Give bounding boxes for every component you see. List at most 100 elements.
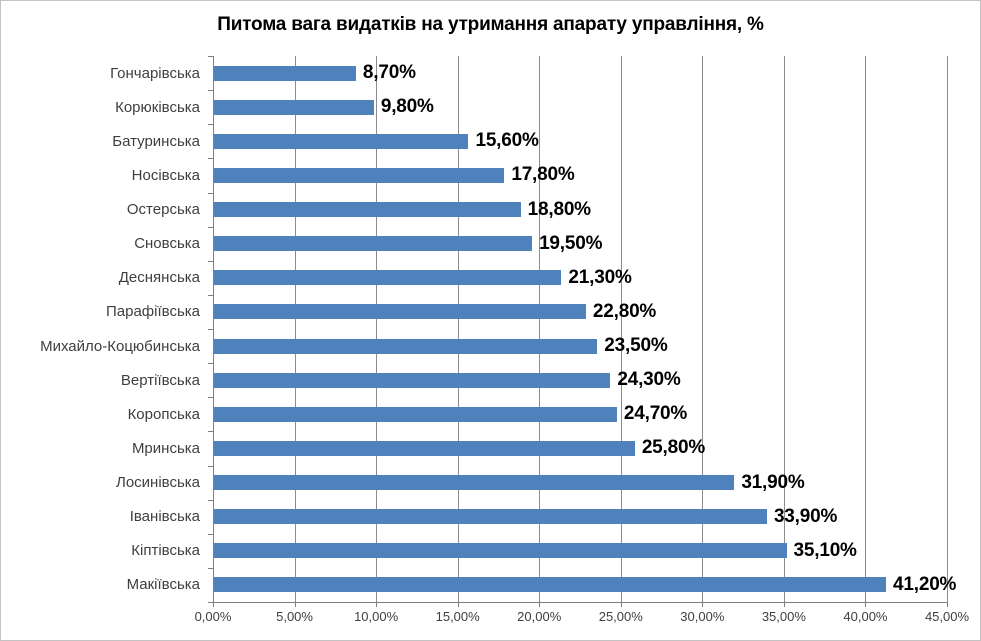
x-axis-tick [539,602,541,607]
gridline [783,56,785,602]
bar [214,406,617,422]
gridline [702,56,704,602]
category-label: Вертіївська [120,371,200,389]
category-label: Деснянська [118,269,200,287]
y-axis-tick [208,261,213,262]
category-label: Корюківська [115,98,200,116]
category-label: Лосинівська [115,474,200,492]
y-axis-tick [208,329,213,330]
gridline [294,56,296,602]
x-axis-tick-label: 10,00% [354,609,399,624]
bar [214,133,469,149]
y-axis-tick [208,602,213,603]
plot-area: 8,70% 9,80% 15,60% 17,80% 18,80% 19,50% 21,30%… [208,56,956,607]
category-label: Коропська [127,405,200,423]
bar-value-label: 24,70% [623,403,688,425]
bar [214,236,533,252]
bar-value-label: 41,20% [893,573,957,595]
x-axis-tick-label: 20,00% [517,609,562,624]
x-axis-tick [457,602,459,607]
gridline [947,56,948,602]
y-axis-tick [208,124,213,125]
value-axis-labels: 0,00% 5,00% 10,00% 15,00% 20,00% 25,00% 30,00%… [195,609,969,627]
bar [214,202,521,218]
bar [214,440,635,456]
gridline [539,56,541,602]
x-axis-tick [947,602,948,607]
x-axis-tick [213,602,214,607]
bar-value-label: 19,50% [539,232,603,254]
y-axis-tick [208,397,213,398]
x-axis-tick-label: 45,00% [924,609,970,624]
bar [214,167,505,183]
y-axis-line [213,56,214,603]
category-label: Макіївська [126,576,200,594]
bar-value-label: 18,80% [527,198,591,220]
y-axis-tick [208,158,213,159]
bar [214,509,767,525]
bar [214,338,598,354]
category-label: Михайло-Коцюбинська [40,337,200,355]
bar-value-label: 31,90% [741,471,805,493]
x-axis-tick [620,602,622,607]
bar-value-label: 21,30% [568,266,632,288]
x-axis-tick-label: 40,00% [843,609,888,624]
bar-value-label: 15,60% [475,130,539,152]
x-axis-tick-label: 30,00% [680,609,725,624]
bar [214,304,586,320]
y-axis-tick [208,295,213,296]
category-label: Носівська [131,166,200,184]
x-axis-tick-label: 15,00% [435,609,480,624]
bar [214,577,887,593]
bar-value-label: 23,50% [604,335,668,357]
y-axis-tick [208,466,213,467]
x-axis-tick [294,602,296,607]
y-axis-tick [208,431,213,432]
y-axis-tick [208,500,213,501]
category-label: Сновська [134,235,200,253]
bar-value-label: 22,80% [592,300,657,322]
y-axis-tick [208,534,213,535]
x-axis-tick-label: 5,00% [276,609,313,624]
x-axis-tick-label: 25,00% [598,609,643,624]
category-label: Батуринська [112,132,200,150]
bar-value-label: 35,10% [793,539,857,561]
bar-value-label: 17,80% [511,164,575,186]
y-axis-tick [208,193,213,194]
bar [214,270,562,286]
y-axis-tick [208,227,213,228]
bar-value-label: 9,80% [380,96,434,118]
bar [214,543,787,559]
y-axis-tick [208,363,213,364]
category-axis-labels: Гончарівська Корюківська Батуринська Носівс… [1,56,206,602]
bar-value-label: 24,30% [617,369,681,391]
bar [214,99,374,115]
x-axis-tick [783,602,785,607]
bar [214,475,735,491]
x-axis-tick-label: 35,00% [761,609,806,624]
bar-value-label: 33,90% [773,505,838,527]
x-axis-tick-label: 0,00% [194,609,232,624]
category-label: Остерська [126,201,200,219]
gridline [376,56,378,602]
x-axis-tick [376,602,378,607]
y-axis-tick [208,90,213,91]
x-axis-line [213,602,948,603]
gridline [865,56,867,602]
category-label: Парафіївська [106,303,200,321]
x-axis-tick [865,602,867,607]
bar-value-label: 8,70% [362,62,416,84]
y-axis-tick [208,56,213,57]
bar [214,372,611,388]
gridline [457,56,459,602]
category-label: Кіптівська [131,542,200,560]
bar [214,65,356,81]
x-axis-tick [702,602,704,607]
chart-title: Питома вага видатків на утримання апарат… [217,14,764,35]
y-axis-tick [208,568,213,569]
gridline [620,56,622,602]
category-label: Мринська [131,439,200,457]
category-label: Іванівська [129,508,200,526]
bar-value-label: 25,80% [641,437,706,459]
